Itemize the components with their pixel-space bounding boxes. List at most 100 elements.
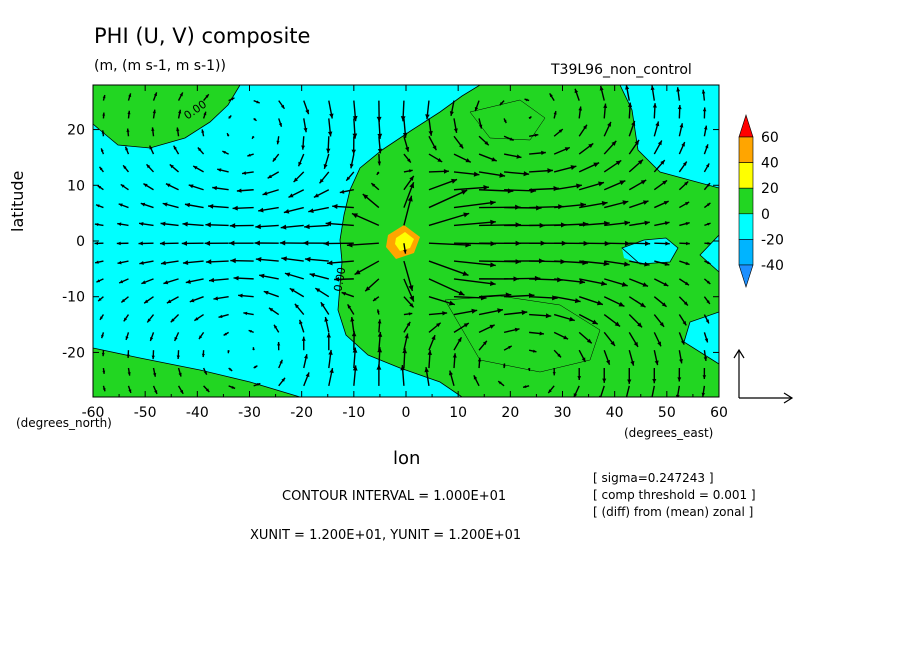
wind-vector-head	[409, 182, 415, 189]
wind-vector-head	[328, 349, 333, 355]
wind-vector-head	[621, 281, 628, 287]
wind-vector-head	[580, 202, 586, 208]
wind-vector-head	[101, 130, 105, 134]
contour-line	[621, 237, 679, 265]
wind-vector-head	[278, 122, 282, 127]
wind-vector-head	[276, 140, 280, 145]
wind-vector-head	[463, 323, 469, 328]
wind-vector-head	[425, 114, 430, 120]
wind-vector-head	[634, 139, 640, 145]
wind-vector-head	[452, 353, 457, 358]
wind-vector-head	[424, 367, 429, 373]
wind-vector-head	[637, 159, 644, 165]
wind-vector-head	[431, 335, 436, 341]
wind-vector-head	[461, 190, 468, 195]
wind-vector-head	[255, 224, 261, 230]
negative-pocket-east	[622, 238, 678, 264]
wind-vector-head	[707, 241, 711, 245]
wind-vector-head	[125, 336, 129, 340]
wind-vector-head	[499, 102, 503, 106]
wind-vector-head	[227, 350, 230, 354]
wind-vector-head	[664, 221, 670, 226]
wind-vector-head	[252, 347, 255, 351]
wind-vector-head	[606, 359, 610, 365]
wind-vector-head	[563, 335, 569, 340]
wind-vector-head	[516, 154, 522, 159]
wind-vector-head	[253, 118, 257, 121]
wind-vector-head	[139, 221, 144, 226]
wind-vector-head	[350, 316, 355, 322]
wind-vector-head	[499, 172, 506, 178]
wind-vector-head	[625, 85, 630, 90]
wind-vector-head	[577, 376, 582, 380]
wind-vector-head	[339, 189, 345, 194]
wind-vector-head	[288, 193, 294, 198]
wind-vector-head	[267, 174, 273, 179]
wind-vector-head	[534, 133, 539, 137]
wind-vector-head	[371, 183, 376, 187]
wind-vector-head	[524, 98, 528, 102]
contour-line	[469, 99, 546, 141]
wind-vector-head	[509, 137, 514, 141]
wind-vector-head	[640, 180, 647, 185]
wind-vector-head	[377, 161, 382, 166]
wind-vector-head	[162, 202, 168, 207]
wind-vector-head	[304, 256, 311, 262]
wind-vector-head	[351, 213, 358, 219]
wind-vector-head	[665, 241, 670, 246]
wind-vector-head	[527, 368, 531, 372]
colorbar-band	[738, 136, 754, 163]
wind-vector-head	[147, 318, 151, 323]
wind-vector	[453, 186, 490, 191]
contour-line	[619, 85, 719, 189]
wind-vector-head	[615, 160, 622, 166]
wind-vector-head	[201, 353, 205, 358]
wind-vector-head	[325, 221, 332, 227]
colorbar-bottom-triangle	[738, 264, 754, 288]
wind-vector-head	[402, 348, 408, 354]
wind-vector-head	[377, 319, 382, 324]
wind-vector-head	[633, 341, 638, 347]
wind-vector-head	[208, 204, 214, 209]
wind-vector-head	[657, 140, 662, 146]
wind-vector-head	[409, 295, 414, 302]
wind-vector-head	[376, 309, 380, 313]
wind-vector-head	[448, 300, 455, 306]
wind-vector-head	[362, 194, 369, 200]
wind-vector-head	[121, 298, 126, 303]
contour-line	[93, 347, 301, 397]
wind-vector-head	[152, 109, 156, 114]
wind-vector-head	[97, 185, 102, 189]
reference-vector-y-head	[733, 348, 745, 359]
wind-vector-head	[659, 322, 665, 327]
wind-vector-head	[523, 171, 530, 177]
wind-vector-head	[376, 171, 380, 175]
wind-vector-head	[652, 378, 657, 384]
wind-vector-head	[203, 371, 207, 375]
contour-line	[444, 295, 601, 373]
wind-vector-head	[198, 335, 203, 340]
wind-vector-head	[188, 184, 194, 189]
wind-vector-head	[503, 119, 507, 124]
wind-vector-head	[677, 377, 682, 382]
wind-vector-head	[352, 133, 358, 139]
wind-vector-head	[685, 201, 690, 206]
wind-vector-head	[169, 164, 174, 169]
wind-vector	[453, 260, 496, 267]
wind-vector-head	[126, 128, 130, 132]
wind-vector-head	[471, 308, 478, 314]
wind-vector-head	[448, 370, 453, 376]
wind-vector-head	[230, 258, 236, 264]
wind-vector-head	[277, 342, 281, 346]
wind-vector-head	[349, 163, 354, 169]
wind-vector	[428, 242, 471, 246]
wind-vector-head	[558, 129, 563, 133]
wind-vector-head	[644, 241, 651, 246]
wind-vector-head	[400, 116, 406, 122]
wind-vector-head	[428, 130, 433, 136]
y-tick-label: 0	[76, 234, 85, 250]
wind-vector-head	[153, 92, 157, 97]
wind-vector-head	[94, 222, 99, 227]
wind-vector-head	[118, 203, 123, 207]
wind-vector-head	[228, 115, 232, 119]
